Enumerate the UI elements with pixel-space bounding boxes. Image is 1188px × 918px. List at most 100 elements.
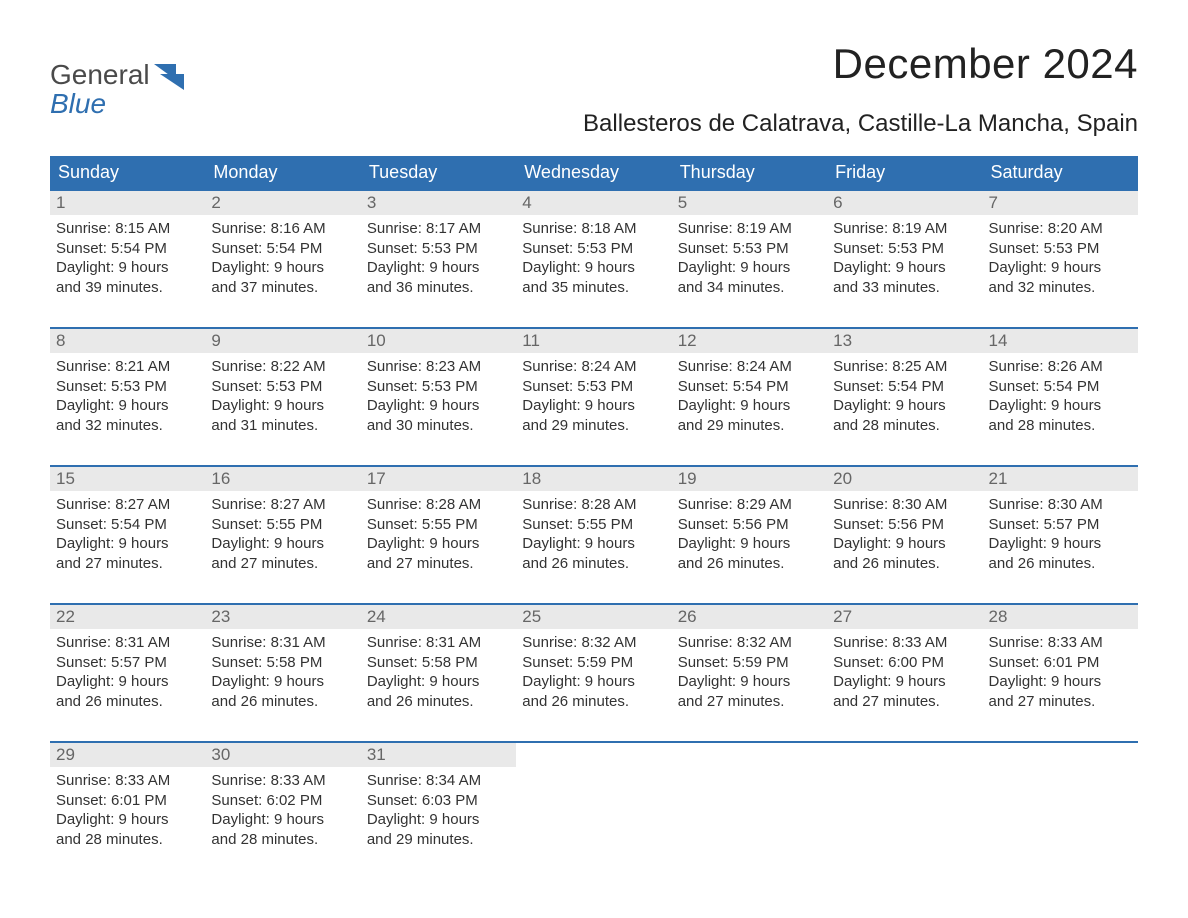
day-data: Sunrise: 8:27 AMSunset: 5:54 PMDaylight:…: [50, 491, 205, 577]
day-header: Wednesday: [516, 156, 671, 189]
daylight-line1: Daylight: 9 hours: [522, 396, 665, 416]
day-cell: 5Sunrise: 8:19 AMSunset: 5:53 PMDaylight…: [672, 191, 827, 309]
daylight-line2: and 26 minutes.: [522, 554, 665, 574]
sunrise-text: Sunrise: 8:28 AM: [522, 495, 665, 515]
sunset-text: Sunset: 5:54 PM: [211, 239, 354, 259]
day-cell: 28Sunrise: 8:33 AMSunset: 6:01 PMDayligh…: [983, 605, 1138, 723]
daylight-line1: Daylight: 9 hours: [56, 810, 199, 830]
daylight-line1: Daylight: 9 hours: [678, 534, 821, 554]
day-data: Sunrise: 8:33 AMSunset: 6:02 PMDaylight:…: [205, 767, 360, 853]
day-cell: 20Sunrise: 8:30 AMSunset: 5:56 PMDayligh…: [827, 467, 982, 585]
daylight-line2: and 26 minutes.: [989, 554, 1132, 574]
day-cell: 17Sunrise: 8:28 AMSunset: 5:55 PMDayligh…: [361, 467, 516, 585]
day-header: Saturday: [983, 156, 1138, 189]
day-data: Sunrise: 8:22 AMSunset: 5:53 PMDaylight:…: [205, 353, 360, 439]
daylight-line2: and 32 minutes.: [989, 278, 1132, 298]
sunset-text: Sunset: 5:57 PM: [989, 515, 1132, 535]
logo-word1: General: [50, 60, 150, 89]
day-data: Sunrise: 8:21 AMSunset: 5:53 PMDaylight:…: [50, 353, 205, 439]
sunrise-text: Sunrise: 8:22 AM: [211, 357, 354, 377]
sunset-text: Sunset: 6:01 PM: [989, 653, 1132, 673]
day-number: 30: [205, 743, 360, 767]
day-cell: 7Sunrise: 8:20 AMSunset: 5:53 PMDaylight…: [983, 191, 1138, 309]
sunrise-text: Sunrise: 8:27 AM: [56, 495, 199, 515]
day-data: Sunrise: 8:24 AMSunset: 5:54 PMDaylight:…: [672, 353, 827, 439]
day-header: Monday: [205, 156, 360, 189]
sunrise-text: Sunrise: 8:16 AM: [211, 219, 354, 239]
sunrise-text: Sunrise: 8:33 AM: [989, 633, 1132, 653]
sunrise-text: Sunrise: 8:30 AM: [989, 495, 1132, 515]
sunset-text: Sunset: 5:54 PM: [678, 377, 821, 397]
day-cell: 31Sunrise: 8:34 AMSunset: 6:03 PMDayligh…: [361, 743, 516, 861]
daylight-line2: and 27 minutes.: [678, 692, 821, 712]
day-cell: [516, 743, 671, 861]
logo-mark-icon: [154, 64, 188, 90]
day-cell: 2Sunrise: 8:16 AMSunset: 5:54 PMDaylight…: [205, 191, 360, 309]
day-data: Sunrise: 8:23 AMSunset: 5:53 PMDaylight:…: [361, 353, 516, 439]
day-data: Sunrise: 8:28 AMSunset: 5:55 PMDaylight:…: [516, 491, 671, 577]
sunrise-text: Sunrise: 8:24 AM: [522, 357, 665, 377]
daylight-line1: Daylight: 9 hours: [367, 672, 510, 692]
day-number: 19: [672, 467, 827, 491]
sunset-text: Sunset: 5:53 PM: [367, 377, 510, 397]
day-data: Sunrise: 8:31 AMSunset: 5:58 PMDaylight:…: [361, 629, 516, 715]
day-number: 21: [983, 467, 1138, 491]
day-data: Sunrise: 8:32 AMSunset: 5:59 PMDaylight:…: [672, 629, 827, 715]
day-number: 15: [50, 467, 205, 491]
day-number: 23: [205, 605, 360, 629]
daylight-line2: and 35 minutes.: [522, 278, 665, 298]
daylight-line1: Daylight: 9 hours: [833, 258, 976, 278]
sunrise-text: Sunrise: 8:21 AM: [56, 357, 199, 377]
sunrise-text: Sunrise: 8:28 AM: [367, 495, 510, 515]
sunrise-text: Sunrise: 8:15 AM: [56, 219, 199, 239]
daylight-line1: Daylight: 9 hours: [833, 672, 976, 692]
day-cell: 6Sunrise: 8:19 AMSunset: 5:53 PMDaylight…: [827, 191, 982, 309]
weeks-container: 1Sunrise: 8:15 AMSunset: 5:54 PMDaylight…: [50, 189, 1138, 861]
sunrise-text: Sunrise: 8:34 AM: [367, 771, 510, 791]
sunrise-text: Sunrise: 8:33 AM: [833, 633, 976, 653]
daylight-line2: and 37 minutes.: [211, 278, 354, 298]
day-cell: 12Sunrise: 8:24 AMSunset: 5:54 PMDayligh…: [672, 329, 827, 447]
sunrise-text: Sunrise: 8:19 AM: [833, 219, 976, 239]
daylight-line1: Daylight: 9 hours: [367, 258, 510, 278]
sunset-text: Sunset: 6:00 PM: [833, 653, 976, 673]
daylight-line2: and 36 minutes.: [367, 278, 510, 298]
sunset-text: Sunset: 5:54 PM: [989, 377, 1132, 397]
calendar-page: General Blue December 2024 Ballesteros d…: [0, 0, 1188, 891]
day-number: 26: [672, 605, 827, 629]
week-row: 1Sunrise: 8:15 AMSunset: 5:54 PMDaylight…: [50, 189, 1138, 309]
daylight-line2: and 27 minutes.: [989, 692, 1132, 712]
day-data: Sunrise: 8:27 AMSunset: 5:55 PMDaylight:…: [205, 491, 360, 577]
sunrise-text: Sunrise: 8:25 AM: [833, 357, 976, 377]
daylight-line2: and 30 minutes.: [367, 416, 510, 436]
sunset-text: Sunset: 5:53 PM: [833, 239, 976, 259]
day-cell: 1Sunrise: 8:15 AMSunset: 5:54 PMDaylight…: [50, 191, 205, 309]
daylight-line1: Daylight: 9 hours: [211, 258, 354, 278]
day-number: 16: [205, 467, 360, 491]
daylight-line2: and 29 minutes.: [678, 416, 821, 436]
daylight-line2: and 27 minutes.: [211, 554, 354, 574]
day-cell: 4Sunrise: 8:18 AMSunset: 5:53 PMDaylight…: [516, 191, 671, 309]
daylight-line1: Daylight: 9 hours: [56, 396, 199, 416]
day-number: 5: [672, 191, 827, 215]
calendar: SundayMondayTuesdayWednesdayThursdayFrid…: [50, 156, 1138, 861]
daylight-line2: and 27 minutes.: [56, 554, 199, 574]
day-data: Sunrise: 8:26 AMSunset: 5:54 PMDaylight:…: [983, 353, 1138, 439]
day-number: 9: [205, 329, 360, 353]
day-data: Sunrise: 8:33 AMSunset: 6:01 PMDaylight:…: [983, 629, 1138, 715]
day-data: Sunrise: 8:32 AMSunset: 5:59 PMDaylight:…: [516, 629, 671, 715]
day-number: 25: [516, 605, 671, 629]
week-row: 29Sunrise: 8:33 AMSunset: 6:01 PMDayligh…: [50, 741, 1138, 861]
day-cell: 3Sunrise: 8:17 AMSunset: 5:53 PMDaylight…: [361, 191, 516, 309]
day-cell: 29Sunrise: 8:33 AMSunset: 6:01 PMDayligh…: [50, 743, 205, 861]
day-number: 31: [361, 743, 516, 767]
day-cell: 13Sunrise: 8:25 AMSunset: 5:54 PMDayligh…: [827, 329, 982, 447]
location: Ballesteros de Calatrava, Castille-La Ma…: [583, 110, 1138, 138]
sunrise-text: Sunrise: 8:32 AM: [678, 633, 821, 653]
sunset-text: Sunset: 5:53 PM: [522, 377, 665, 397]
sunset-text: Sunset: 5:55 PM: [367, 515, 510, 535]
sunset-text: Sunset: 5:56 PM: [678, 515, 821, 535]
day-cell: 16Sunrise: 8:27 AMSunset: 5:55 PMDayligh…: [205, 467, 360, 585]
day-cell: 23Sunrise: 8:31 AMSunset: 5:58 PMDayligh…: [205, 605, 360, 723]
sunset-text: Sunset: 5:53 PM: [211, 377, 354, 397]
